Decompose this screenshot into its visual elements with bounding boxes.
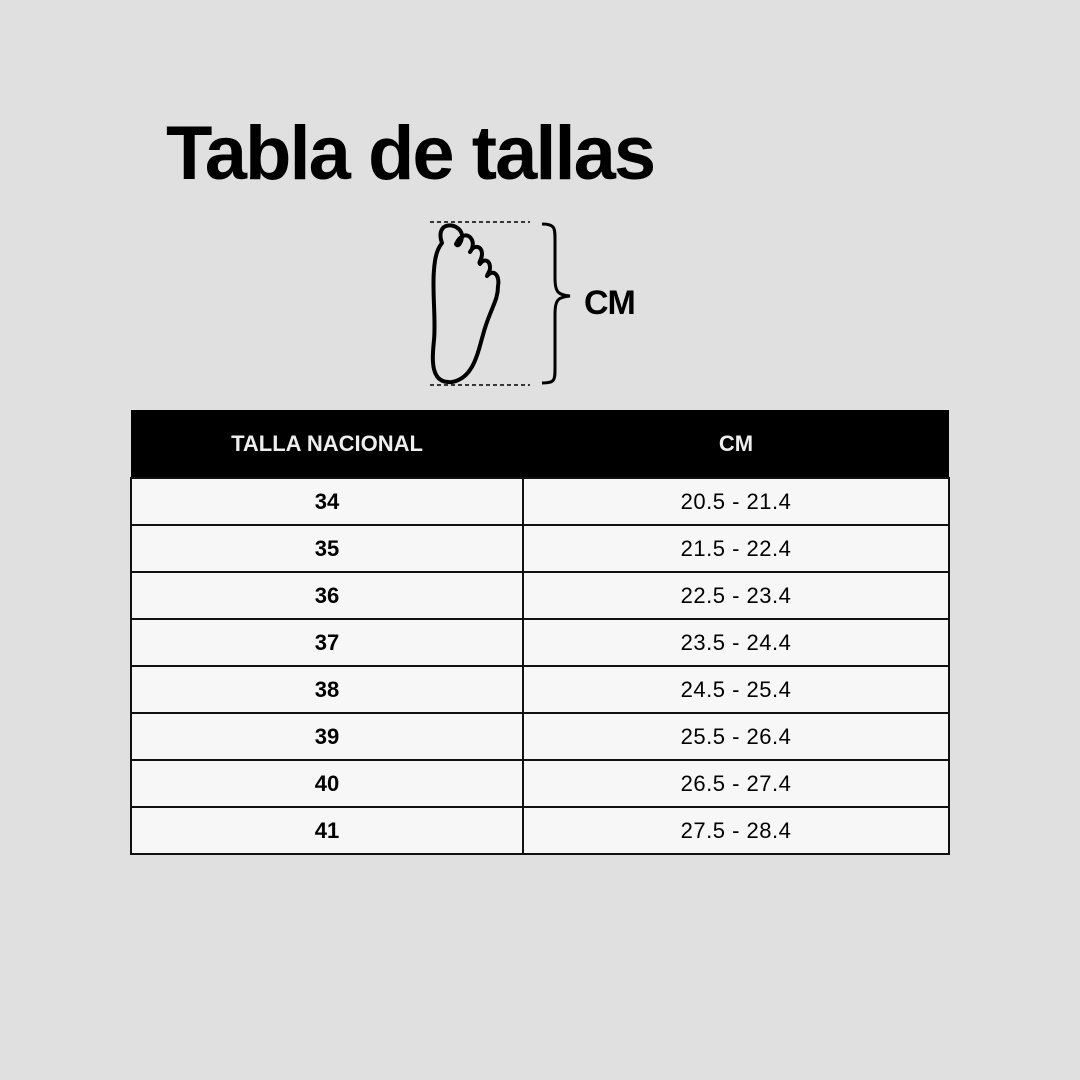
table-row: 34 20.5 - 21.4 — [130, 477, 950, 526]
size-cell: 39 — [130, 712, 524, 761]
cm-range-cell: 20.5 - 21.4 — [522, 477, 950, 526]
size-cell: 36 — [130, 571, 524, 620]
cm-range-cell: 27.5 - 28.4 — [522, 806, 950, 855]
table-header-row: TALLA NACIONAL CM — [131, 410, 949, 478]
table-row: 35 21.5 - 22.4 — [130, 524, 950, 573]
page-title: Tabla de tallas — [166, 111, 656, 196]
size-cell: 37 — [130, 618, 524, 667]
table-row: 39 25.5 - 26.4 — [130, 712, 950, 761]
table-row: 41 27.5 - 28.4 — [130, 806, 950, 855]
size-cell: 38 — [130, 665, 524, 714]
size-cell: 41 — [130, 806, 524, 855]
table-row: 38 24.5 - 25.4 — [130, 665, 950, 714]
cm-range-cell: 24.5 - 25.4 — [522, 665, 950, 714]
cm-range-cell: 26.5 - 27.4 — [522, 759, 950, 808]
cm-range-cell: 23.5 - 24.4 — [522, 618, 950, 667]
foot-outline-icon — [430, 221, 571, 386]
table-row: 37 23.5 - 24.4 — [130, 618, 950, 667]
table-row: 36 22.5 - 23.4 — [130, 571, 950, 620]
cm-range-cell: 22.5 - 23.4 — [522, 571, 950, 620]
measure-label: CM — [584, 284, 636, 322]
size-cell: 34 — [130, 477, 524, 526]
table-row: 40 26.5 - 27.4 — [130, 759, 950, 808]
size-cell: 35 — [130, 524, 524, 573]
size-table: TALLA NACIONAL CM 34 20.5 - 21.4 35 21.5 - … — [130, 410, 950, 855]
header-talla-nacional: TALLA NACIONAL — [131, 410, 523, 478]
cm-range-cell: 21.5 - 22.4 — [522, 524, 950, 573]
size-cell: 40 — [130, 759, 524, 808]
cm-range-cell: 25.5 - 26.4 — [522, 712, 950, 761]
header-cm: CM — [523, 410, 949, 478]
